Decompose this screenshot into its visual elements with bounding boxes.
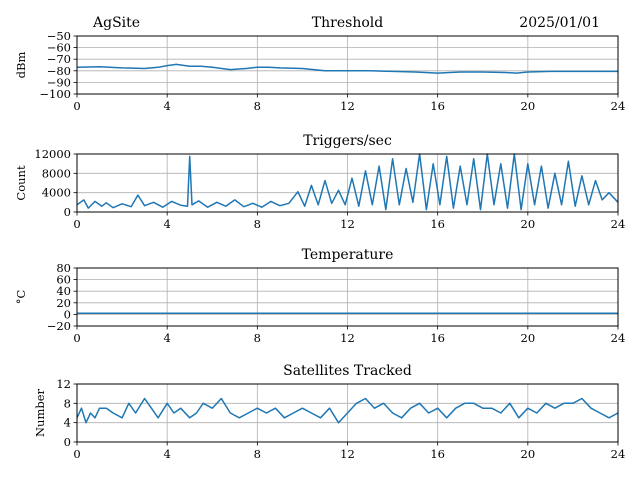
threshold-ytick-label: −90 — [47, 75, 71, 89]
triggers-xtick-label: 24 — [611, 217, 626, 231]
triggers-xtick-label: 4 — [164, 217, 171, 231]
satellites-ytick-label: 0 — [64, 435, 71, 449]
triggers-ytick-label: 4000 — [42, 186, 71, 200]
temperature-ytick-label: 20 — [56, 296, 71, 310]
triggers-ylabel: Count — [14, 165, 28, 201]
threshold-series-line — [76, 63, 618, 74]
threshold-xtick-label: 12 — [340, 99, 355, 113]
triggers-panel: 0 4 8 12 16 20 24 0 4000 8000 12000 Triggers/sec Cou… — [14, 133, 625, 231]
satellites-xtick-label: 0 — [73, 447, 80, 461]
triggers-xtick-label: 8 — [254, 217, 261, 231]
satellites-ylabel: Number — [33, 388, 47, 437]
temperature-ytick-label: −20 — [47, 319, 71, 333]
satellites-xtick-label: 12 — [340, 447, 355, 461]
threshold-ytick-label: −50 — [47, 29, 71, 43]
threshold-ytick-label: −100 — [39, 87, 71, 101]
satellites-panel: 0 4 8 12 16 20 24 0 4 8 12 Satellites Tracked Number — [33, 363, 625, 461]
threshold-ytick-label: −70 — [47, 52, 71, 66]
triggers-xtick-label: 0 — [73, 217, 80, 231]
temperature-ylabel: °C — [14, 290, 28, 305]
threshold-xtick-label: 16 — [430, 99, 445, 113]
threshold-ytick-label: −80 — [47, 64, 71, 78]
temperature-xtick-label: 8 — [254, 331, 261, 345]
threshold-xtick-label: 24 — [611, 99, 626, 113]
temperature-xtick-label: 20 — [521, 331, 536, 345]
satellites-xtick-label: 4 — [164, 447, 171, 461]
threshold-panel: 0 4 8 12 16 20 24 −100−90−80−70−60−50 Threshold d… — [14, 15, 625, 113]
satellites-series-line — [76, 397, 619, 424]
temperature-ytick-label: 0 — [64, 307, 71, 321]
threshold-xtick-label: 8 — [254, 99, 261, 113]
temperature-xtick-label: 0 — [73, 331, 80, 345]
satellites-ytick-label: 4 — [64, 416, 71, 430]
threshold-ylabel: dBm — [14, 52, 28, 79]
satellites-xtick-label: 24 — [611, 447, 626, 461]
threshold-xtick-label: 4 — [164, 99, 171, 113]
date-label: 2025/01/01 — [519, 15, 600, 31]
temperature-xtick-label: 12 — [340, 331, 355, 345]
threshold-xtick-label: 20 — [521, 99, 536, 113]
triggers-xtick-label: 16 — [430, 217, 445, 231]
temperature-ytick-label: 60 — [56, 273, 71, 287]
temperature-ytick-label: 40 — [56, 284, 71, 298]
satellites-xtick-label: 8 — [254, 447, 261, 461]
satellites-ytick-label: 12 — [56, 377, 71, 391]
temperature-ytick-label: 80 — [56, 261, 71, 275]
temperature-title: Temperature — [302, 247, 394, 263]
triggers-ytick-label: 12000 — [34, 147, 71, 161]
threshold-ytick-label: −60 — [47, 41, 71, 55]
threshold-title: Threshold — [312, 15, 383, 31]
satellites-xtick-label: 16 — [430, 447, 445, 461]
temperature-xtick-label: 4 — [164, 331, 171, 345]
triggers-xtick-label: 20 — [521, 217, 536, 231]
threshold-xtick-label: 0 — [73, 99, 80, 113]
satellites-xtick-label: 20 — [521, 447, 536, 461]
site-name: AgSite — [92, 15, 140, 31]
satellites-ytick-label: 8 — [64, 396, 71, 410]
triggers-ytick-label: 8000 — [42, 166, 71, 180]
triggers-ytick-label: 0 — [64, 205, 71, 219]
chart-panels: 0 4 8 12 16 20 24 −100−90−80−70−60−50 Threshold d… — [14, 15, 625, 461]
temperature-xtick-label: 16 — [430, 331, 445, 345]
triggers-xtick-label: 12 — [340, 217, 355, 231]
satellites-title: Satellites Tracked — [283, 363, 412, 379]
triggers-title: Triggers/sec — [303, 133, 392, 149]
triggers-series-line — [76, 153, 619, 211]
temperature-xtick-label: 24 — [611, 331, 626, 345]
